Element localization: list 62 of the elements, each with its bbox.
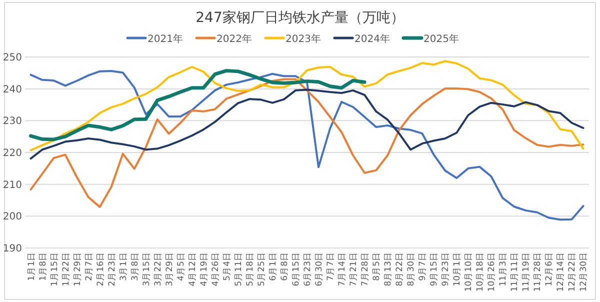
x-tick-label: 4月5日 <box>176 252 186 281</box>
x-tick-label: 4月26日 <box>210 252 221 286</box>
x-tick-label: 10月18日 <box>476 252 486 292</box>
x-tick-label: 7月7日 <box>326 252 336 281</box>
x-tick-label: 1月1日 <box>26 252 37 281</box>
x-tick-label: 10月10日 <box>464 252 474 292</box>
x-tick-label: 2月23日 <box>107 252 118 286</box>
legend-label: 2024年 <box>354 33 390 45</box>
x-tick-label: 7月28日 <box>360 252 371 286</box>
x-tick-label: 12月22日 <box>568 252 578 292</box>
x-tick-label: 11月28日 <box>533 252 544 292</box>
x-tick-label: 12月14日 <box>556 252 566 292</box>
x-tick-label: 3月1日 <box>118 252 129 281</box>
y-tick-label: 240 <box>2 84 22 96</box>
x-tick-label: 2月16日 <box>96 252 106 286</box>
x-tick-label: 8月22日 <box>395 252 406 286</box>
x-tick-label: 4月12日 <box>188 252 198 286</box>
y-tick-label: 250 <box>2 52 22 64</box>
x-tick-label: 4月19日 <box>199 252 210 286</box>
y-tick-label: 230 <box>2 116 22 128</box>
legend-label: 2023年 <box>286 33 321 45</box>
x-tick-label: 6月1日 <box>268 252 278 281</box>
x-tick-label: 1月22日 <box>61 252 72 286</box>
x-tick-label: 10月1日 <box>452 252 463 286</box>
x-tick-label: 12月6日 <box>544 252 555 286</box>
y-tick-label: 200 <box>2 212 22 223</box>
x-tick-label: 9月15日 <box>430 252 440 286</box>
x-tick-label: 2月7日 <box>84 252 94 281</box>
x-tick-label: 11月3日 <box>498 252 509 286</box>
y-tick-label: 220 <box>2 148 22 159</box>
x-tick-label: 8月30日 <box>406 252 417 286</box>
y-tick-label: 210 <box>2 180 22 191</box>
x-tick-label: 3月15日 <box>142 252 152 286</box>
x-tick-label: 9月23日 <box>441 252 452 286</box>
x-tick-label: 7月14日 <box>338 252 348 286</box>
x-tick-label: 5月11日 <box>234 252 244 286</box>
x-tick-label: 1月29日 <box>72 252 83 286</box>
x-tick-label: 6月23日 <box>303 252 313 286</box>
y-tick-label: 190 <box>2 244 22 254</box>
title: 247家钢厂日均铁水产量（万吨） <box>196 10 404 26</box>
x-tick-label: 1月8日 <box>38 252 48 281</box>
x-tick-label: 3月8日 <box>130 252 140 281</box>
x-tick-label: 6月8日 <box>280 252 290 281</box>
x-tick-label: 11月11日 <box>510 252 520 292</box>
legend-label: 2025年 <box>424 33 459 45</box>
x-tick-label: 6月15日 <box>291 252 302 286</box>
x-tick-label: 1月15日 <box>50 252 60 286</box>
legend-label: 2022年 <box>216 33 252 45</box>
x-tick-label: 6月30日 <box>314 252 325 286</box>
x-tick-label: 5月18日 <box>245 252 256 286</box>
x-tick-label: 5月4日 <box>222 252 232 281</box>
x-tick-label: 3月29日 <box>164 252 175 286</box>
x-tick-label: 9月7日 <box>418 252 428 281</box>
x-tick-label: 8月5日 <box>372 252 382 281</box>
x-tick-label: 12月30日 <box>579 252 590 292</box>
x-tick-label: 3月22日 <box>153 252 164 286</box>
x-tick-label: 10月26日 <box>487 252 498 292</box>
x-tick-label: 7月21日 <box>349 252 360 286</box>
x-tick-label: 8月13日 <box>384 252 394 286</box>
legend-label: 2021年 <box>148 33 183 45</box>
x-tick-label: 11月19日 <box>522 252 532 292</box>
x-tick-label: 5月25日 <box>256 252 267 286</box>
